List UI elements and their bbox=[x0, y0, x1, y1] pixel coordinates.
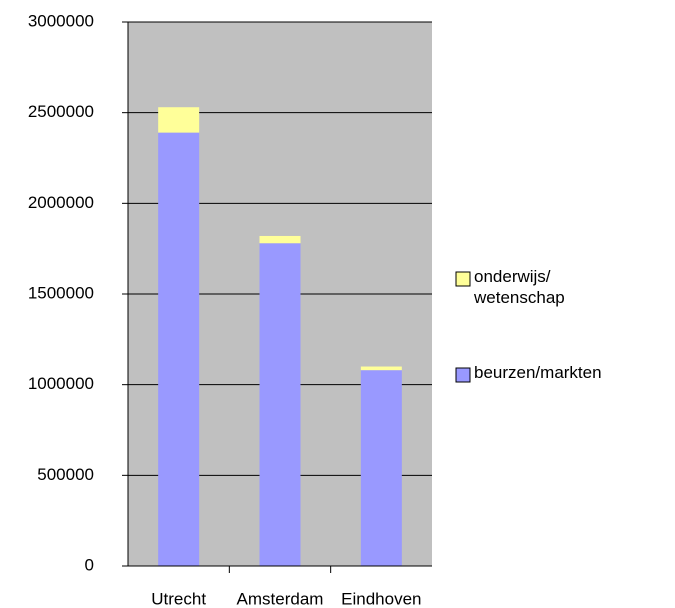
legend-label-box: onderwijs/ wetenschap bbox=[474, 267, 565, 307]
y-tick-label: 1000000 bbox=[28, 374, 94, 393]
legend-label: beurzen/markten bbox=[474, 363, 602, 382]
x-tick-label: Amsterdam bbox=[237, 589, 324, 608]
legend-label: onderwijs/ wetenschap bbox=[474, 267, 565, 307]
x-tick-label: Utrecht bbox=[151, 589, 206, 608]
y-tick-label: 3000000 bbox=[28, 11, 94, 30]
legend-label-box: beurzen/markten bbox=[474, 363, 602, 382]
bar-segment bbox=[158, 132, 200, 566]
legend-swatch bbox=[455, 367, 471, 383]
x-tick-label: Eindhoven bbox=[341, 589, 421, 608]
y-tick-label: 2000000 bbox=[28, 193, 94, 212]
bar-segment bbox=[259, 235, 301, 244]
legend-swatch bbox=[455, 271, 471, 287]
y-tick-label: 500000 bbox=[37, 465, 94, 484]
bar-segment bbox=[259, 243, 301, 566]
y-tick-label: 2500000 bbox=[28, 102, 94, 121]
y-tick-label: 1500000 bbox=[28, 283, 94, 302]
bar-segment bbox=[360, 366, 402, 371]
bar-segment bbox=[360, 370, 402, 566]
bar-segment bbox=[158, 107, 200, 133]
y-tick-label: 0 bbox=[85, 555, 94, 574]
